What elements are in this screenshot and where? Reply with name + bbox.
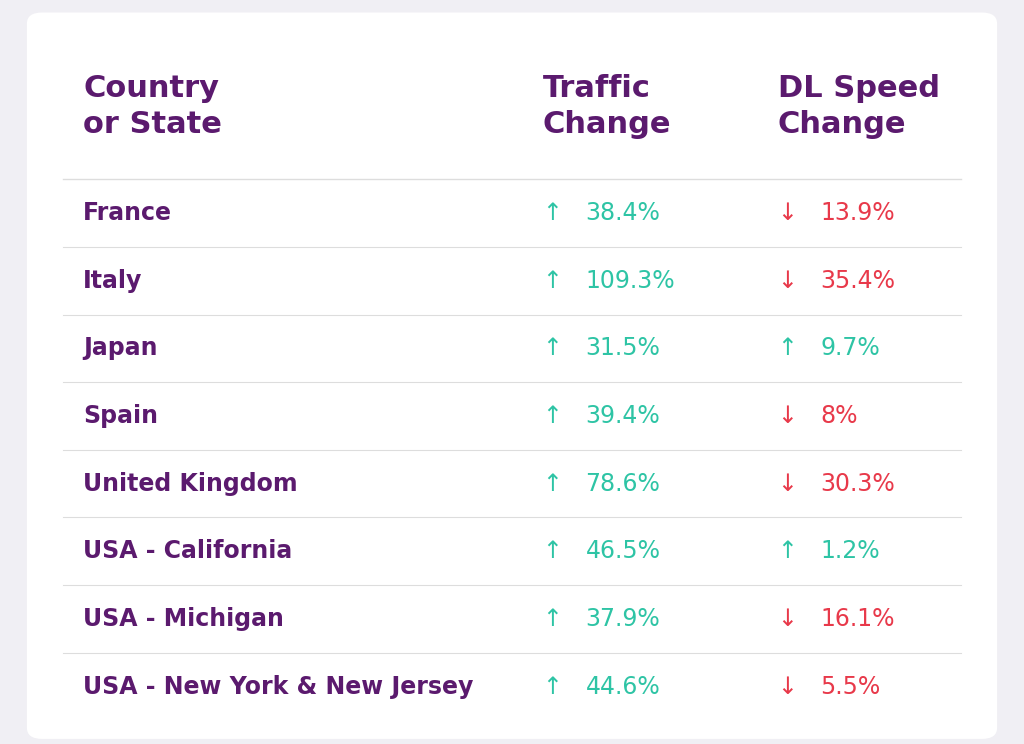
Text: 109.3%: 109.3%	[586, 269, 675, 292]
Text: United Kingdom: United Kingdom	[83, 472, 298, 496]
Text: ↑: ↑	[543, 472, 562, 496]
Text: ↑: ↑	[543, 607, 562, 631]
Text: ↑: ↑	[543, 404, 562, 428]
Text: Japan: Japan	[83, 336, 158, 360]
Text: 37.9%: 37.9%	[586, 607, 660, 631]
Text: Spain: Spain	[83, 404, 158, 428]
Text: ↑: ↑	[777, 539, 798, 563]
Text: ↑: ↑	[543, 675, 562, 699]
Text: 16.1%: 16.1%	[820, 607, 895, 631]
Text: ↓: ↓	[777, 201, 798, 225]
Text: 9.7%: 9.7%	[820, 336, 881, 360]
Text: 35.4%: 35.4%	[820, 269, 895, 292]
Text: 8%: 8%	[820, 404, 858, 428]
Text: ↑: ↑	[543, 539, 562, 563]
Text: ↑: ↑	[543, 201, 562, 225]
Text: 46.5%: 46.5%	[586, 539, 660, 563]
Text: 5.5%: 5.5%	[820, 675, 881, 699]
Text: ↑: ↑	[543, 269, 562, 292]
Text: 31.5%: 31.5%	[586, 336, 660, 360]
Text: USA - Michigan: USA - Michigan	[83, 607, 284, 631]
Text: ↓: ↓	[777, 675, 798, 699]
Text: ↓: ↓	[777, 404, 798, 428]
Text: Italy: Italy	[83, 269, 142, 292]
Text: Traffic
Change: Traffic Change	[543, 74, 671, 139]
Text: 1.2%: 1.2%	[820, 539, 880, 563]
Text: USA - California: USA - California	[83, 539, 292, 563]
Text: 78.6%: 78.6%	[586, 472, 660, 496]
Text: ↑: ↑	[543, 336, 562, 360]
Text: 44.6%: 44.6%	[586, 675, 660, 699]
Text: ↓: ↓	[777, 607, 798, 631]
Text: ↓: ↓	[777, 269, 798, 292]
Text: ↑: ↑	[777, 336, 798, 360]
Text: France: France	[83, 201, 172, 225]
Text: USA - New York & New Jersey: USA - New York & New Jersey	[83, 675, 473, 699]
Text: Country
or State: Country or State	[83, 74, 222, 139]
Text: 30.3%: 30.3%	[820, 472, 895, 496]
Text: DL Speed
Change: DL Speed Change	[777, 74, 939, 139]
Text: ↓: ↓	[777, 472, 798, 496]
Text: 39.4%: 39.4%	[586, 404, 660, 428]
FancyBboxPatch shape	[27, 13, 997, 739]
Text: 13.9%: 13.9%	[820, 201, 895, 225]
Text: 38.4%: 38.4%	[586, 201, 660, 225]
